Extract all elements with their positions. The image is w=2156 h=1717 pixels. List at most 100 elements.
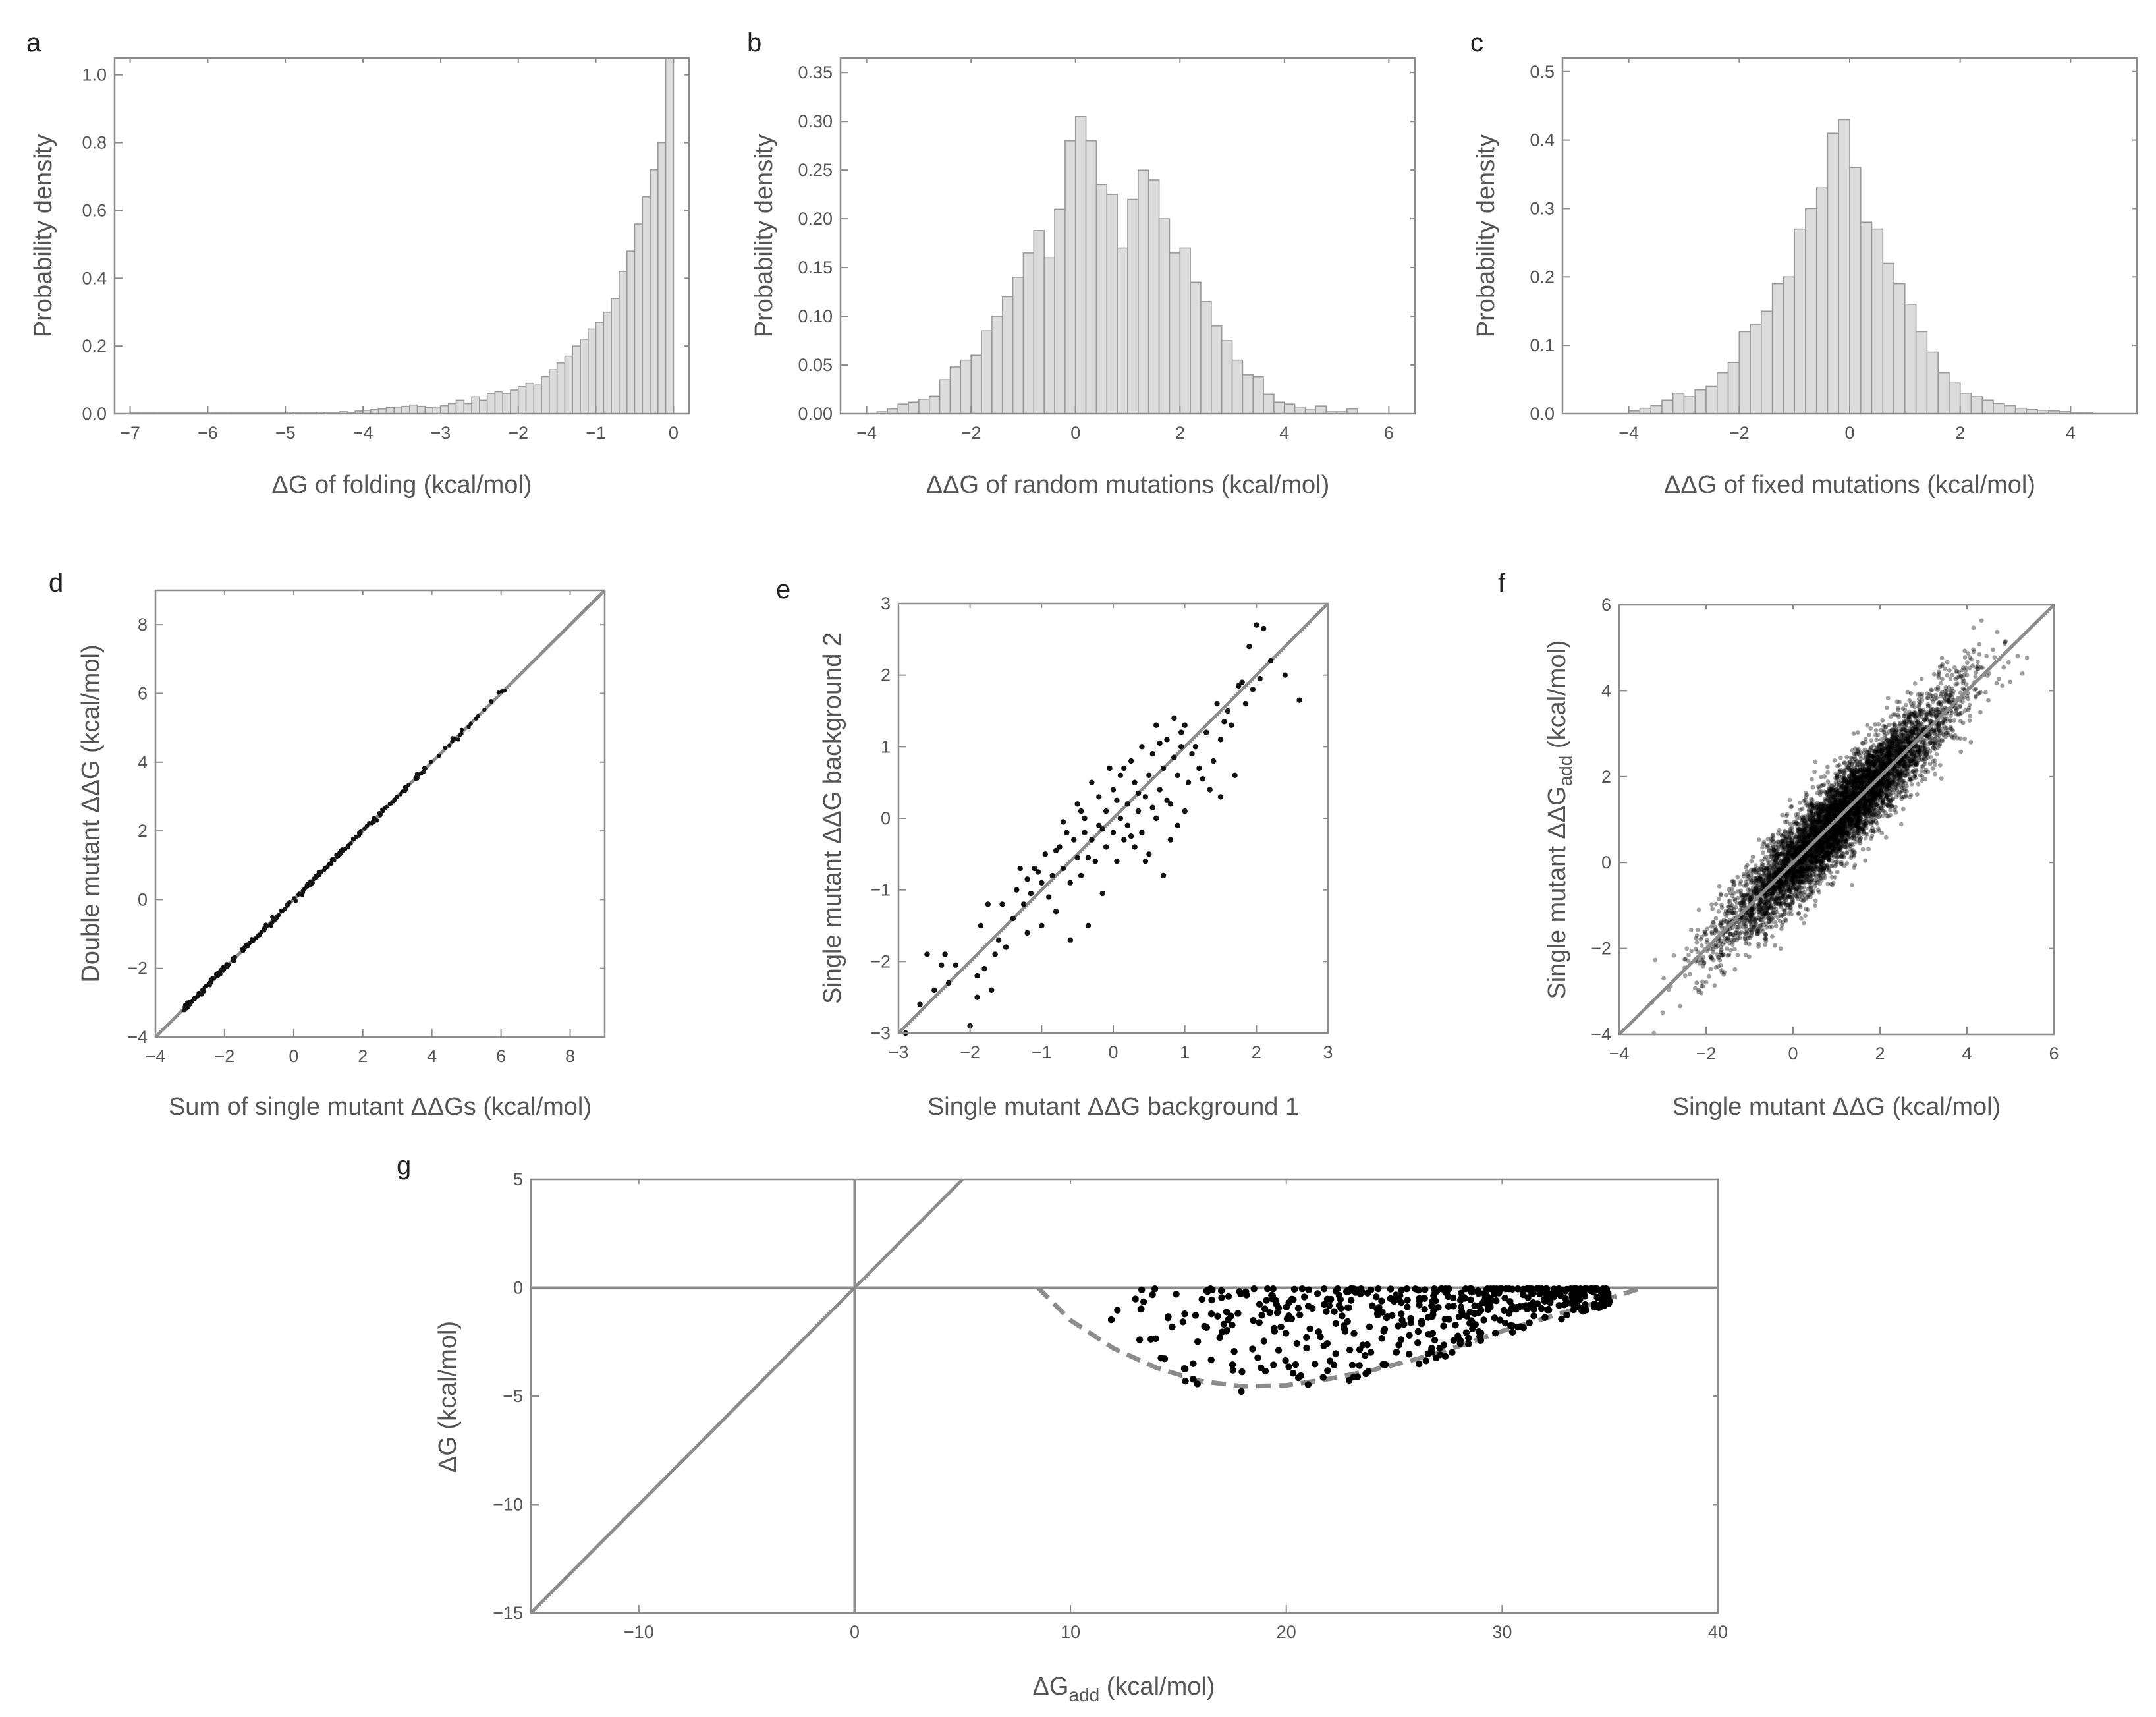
- bar-b-39: [1284, 403, 1296, 414]
- bar-a-56: [564, 355, 574, 414]
- point-e-119: [1171, 754, 1177, 760]
- point-f-96: [1800, 840, 1806, 845]
- point-f-116: [1883, 810, 1888, 816]
- point-f-1810: [1812, 903, 1817, 908]
- point-f-370: [1792, 833, 1797, 838]
- point-f-236: [1861, 806, 1866, 811]
- point-f-280: [1902, 762, 1906, 768]
- point-f-234: [1835, 843, 1840, 849]
- point-f-270: [1903, 735, 1908, 741]
- point-f-121: [1838, 785, 1844, 790]
- point-f-349: [1833, 771, 1838, 776]
- point-f-291: [1902, 767, 1908, 772]
- point-f-318: [1850, 810, 1856, 816]
- point-f-784: [1986, 698, 1991, 703]
- point-d-248: [315, 874, 320, 879]
- point-f-382: [1785, 857, 1790, 862]
- bar-a-46: [486, 393, 496, 414]
- point-f-2959: [1888, 812, 1893, 818]
- point-e-31: [1064, 830, 1070, 835]
- point-f-305: [1904, 753, 1909, 758]
- point-f-213: [1835, 808, 1840, 812]
- point-e-45: [1096, 794, 1102, 800]
- x-tick-label-b-2: 0: [1070, 423, 1080, 443]
- point-f-39: [1848, 785, 1854, 791]
- point-e-28: [1053, 909, 1059, 915]
- point-f-2869: [1750, 854, 1755, 859]
- point-e-24: [1039, 922, 1045, 929]
- point-f-75: [1839, 792, 1844, 797]
- point-d-201: [348, 841, 353, 846]
- bar-b-40: [1294, 407, 1306, 414]
- point-f-160: [1786, 851, 1791, 855]
- point-f-898: [1912, 681, 1918, 686]
- point-f-118: [1773, 872, 1778, 877]
- point-f-99: [1923, 716, 1929, 721]
- point-f-59: [1804, 820, 1809, 825]
- point-f-23: [2003, 640, 2008, 645]
- point-f-1758: [1805, 907, 1810, 913]
- bar-a-47: [494, 391, 503, 414]
- point-f-166: [1838, 829, 1843, 834]
- point-f-257: [1946, 731, 1951, 736]
- y-tick-label-e-4: 1: [881, 737, 891, 756]
- point-e-4: [939, 962, 945, 968]
- point-f-3550: [1711, 947, 1716, 952]
- point-f-85: [1913, 762, 1918, 766]
- point-e-30: [1060, 865, 1066, 872]
- point-f-86: [1842, 775, 1847, 781]
- point-d-100: [356, 831, 362, 835]
- point-f-47: [1779, 851, 1784, 857]
- point-f-358: [1770, 858, 1775, 864]
- bar-c-2: [1650, 405, 1663, 414]
- point-f-218: [1898, 747, 1903, 752]
- point-f-3364: [1756, 942, 1761, 947]
- x-tick-label-e-5: 2: [1252, 1042, 1261, 1062]
- point-e-125: [1221, 719, 1227, 725]
- point-e-23: [1035, 869, 1041, 875]
- point-e-90: [1225, 708, 1231, 714]
- point-f-285: [1814, 826, 1819, 831]
- point-f-372: [1952, 665, 1957, 670]
- point-e-49: [1107, 765, 1113, 772]
- point-f-154: [1922, 748, 1927, 753]
- point-e-62: [1139, 744, 1145, 750]
- point-e-127: [992, 951, 998, 957]
- point-f-191: [1798, 867, 1804, 872]
- point-f-378: [1671, 953, 1676, 958]
- point-e-109: [1142, 858, 1149, 864]
- point-d-247: [218, 972, 223, 976]
- point-d-217: [296, 892, 301, 897]
- point-f-216: [1809, 802, 1814, 807]
- point-f-70: [1856, 827, 1862, 832]
- point-f-3282: [1947, 685, 1952, 690]
- bar-a-61: [603, 311, 612, 414]
- x-tick-label-d-4: 4: [427, 1046, 437, 1066]
- point-f-164: [1811, 852, 1815, 857]
- bar-b-13: [1012, 277, 1024, 414]
- point-f-1271: [1965, 660, 1970, 665]
- point-e-123: [1149, 804, 1155, 810]
- point-f-1582: [1798, 801, 1802, 805]
- point-f-209: [1752, 868, 1757, 873]
- point-f-67: [1895, 744, 1900, 749]
- point-e-64: [1142, 794, 1149, 800]
- point-d-238: [482, 708, 487, 712]
- point-e-32: [1067, 880, 1074, 886]
- point-f-244: [1918, 709, 1923, 714]
- point-e-78: [1175, 822, 1181, 829]
- point-f-3316: [2015, 654, 2020, 658]
- x-tick-label-b-4: 4: [1279, 423, 1289, 443]
- point-f-13: [1779, 832, 1784, 837]
- point-f-2110: [1860, 847, 1866, 852]
- point-f-339: [1815, 791, 1820, 796]
- x-tick-label-d-6: 8: [565, 1046, 575, 1066]
- point-e-39: [1082, 815, 1088, 822]
- point-e-66: [1146, 851, 1152, 857]
- bar-a-65: [634, 223, 644, 414]
- point-f-2978: [1705, 938, 1710, 943]
- y-tick-label-b-0: 0.00: [798, 404, 833, 424]
- point-e-122: [1114, 797, 1120, 804]
- point-f-310: [1883, 746, 1889, 751]
- point-f-309: [1814, 805, 1819, 810]
